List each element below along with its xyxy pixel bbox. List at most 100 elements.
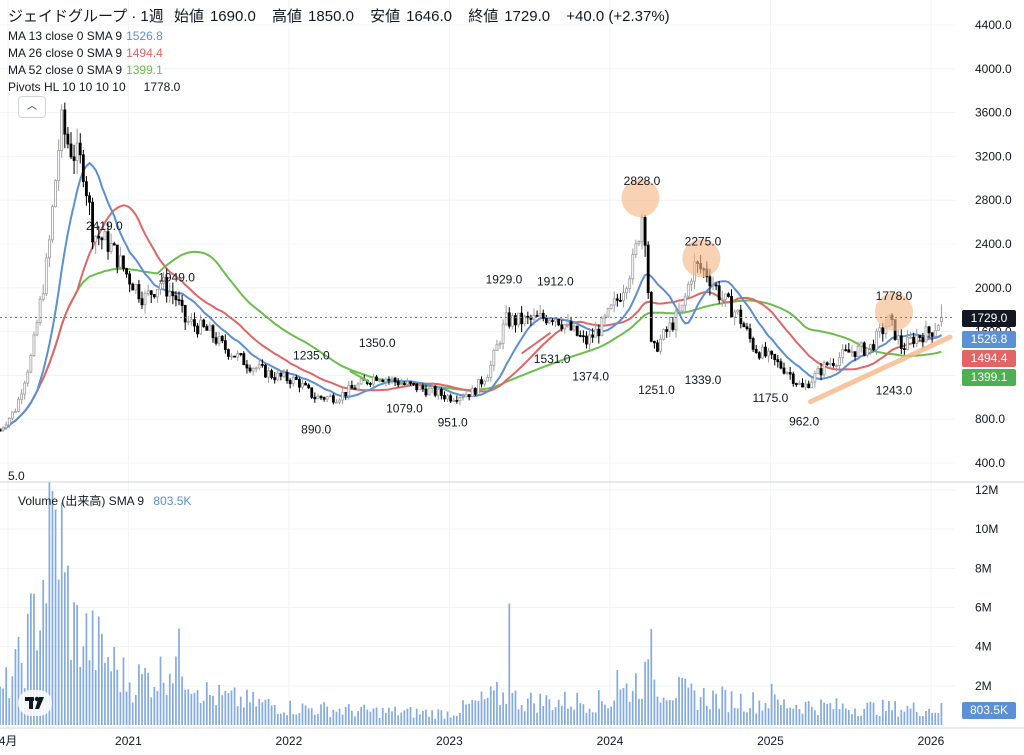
volume-bar — [891, 710, 893, 725]
close-price-tag: 1729.0 — [962, 310, 1016, 327]
candle-body — [51, 206, 54, 241]
volume-bar — [113, 646, 116, 725]
price-tick-label: 3600.0 — [975, 106, 1012, 120]
symbol-title[interactable]: ジェイドグループ · 1週 — [8, 8, 164, 25]
candle-body — [733, 311, 737, 318]
volume-bar — [909, 708, 912, 725]
candle-body — [906, 336, 909, 350]
volume-bar — [175, 656, 177, 725]
volume-bar — [91, 610, 94, 725]
candle-body — [270, 370, 274, 378]
collapse-legend-button[interactable]: ︿ — [18, 96, 46, 118]
volume-bar — [727, 712, 730, 725]
volume-bar — [724, 689, 727, 725]
time-tick-label: 2024 — [597, 734, 624, 748]
volume-bar — [718, 708, 721, 725]
volume-bar — [465, 704, 467, 725]
volume-bar — [357, 711, 359, 725]
candle-body — [464, 394, 468, 398]
candle-body — [282, 372, 286, 377]
volume-bar — [280, 713, 282, 725]
volume-bar — [597, 690, 600, 725]
volume-bar — [425, 709, 427, 725]
volume-bar — [205, 682, 208, 725]
volume-bar — [903, 711, 906, 725]
volume-bar — [181, 676, 183, 725]
candle-body — [78, 142, 82, 156]
candle-body — [199, 319, 203, 335]
volume-bar — [459, 712, 461, 725]
candle-body — [356, 383, 360, 390]
chart-legend: ジェイドグループ · 1週 始値 1690.0 高値 1850.0 安値 1646.0… — [8, 6, 676, 96]
candle-body — [455, 399, 459, 402]
candle-body — [242, 353, 246, 366]
highlight-circle — [621, 179, 660, 218]
candle-body — [637, 241, 641, 245]
candle-body — [554, 319, 557, 322]
candle-body — [433, 386, 437, 396]
volume-bar — [937, 713, 940, 725]
volume-bar — [48, 482, 51, 725]
indicator-ma13[interactable]: MA 13 close 0 SMA 9 1526.8 — [8, 29, 163, 43]
candle-body — [335, 401, 338, 404]
candle-body — [390, 377, 394, 381]
candle-body — [174, 295, 178, 301]
volume-bar — [931, 712, 934, 725]
pivot-label: 2828.0 — [624, 174, 661, 188]
volume-bar — [539, 693, 542, 725]
volume-bar — [128, 682, 131, 725]
overlays: 5.0 2419.0 1949.0 1235.0 890.0 1350.0 1079.0 95… — [0, 174, 955, 483]
volume-bar — [900, 709, 903, 725]
volume-bar — [860, 715, 863, 725]
candle-body — [183, 305, 187, 323]
volume-bar — [131, 702, 134, 725]
volume-bar — [375, 707, 378, 725]
volume-bar — [45, 603, 48, 725]
volume-bar — [746, 712, 748, 725]
volume-bar — [39, 630, 41, 725]
candle-body — [44, 257, 48, 295]
candle-body — [32, 334, 36, 356]
volume-bar — [628, 701, 631, 725]
pivot-label: 5.0 — [8, 469, 25, 483]
volume-bar — [610, 706, 613, 725]
volume-bar — [431, 710, 433, 725]
volume-bar — [563, 691, 566, 725]
tradingview-logo[interactable] — [18, 690, 52, 716]
volume-bar — [687, 687, 690, 725]
volume-bar — [915, 711, 918, 725]
candle-body — [125, 268, 128, 275]
volume-bar — [634, 673, 637, 725]
indicator-ma52[interactable]: MA 52 close 0 SMA 9 1399.1 — [8, 63, 163, 77]
volume-bar — [394, 706, 396, 725]
candle-body — [640, 217, 644, 243]
volume-bar — [347, 704, 350, 725]
volume-tick-label: 6M — [975, 601, 992, 615]
candle-body — [276, 372, 280, 381]
volume-bar — [30, 593, 32, 725]
candle-body — [751, 338, 755, 350]
volume-bar — [690, 683, 693, 725]
volume-bar — [452, 715, 455, 725]
indicator-pivots[interactable]: Pivots HL 10 10 10 10 1778.0 — [8, 80, 181, 94]
moving-averages — [0, 161, 943, 432]
candle-body — [597, 328, 601, 337]
volume-bar — [193, 692, 196, 725]
volume-bar — [922, 716, 924, 725]
volume-bar — [585, 713, 588, 725]
volume-legend[interactable]: Volume (出来高) SMA 9 803.5K — [18, 494, 192, 508]
volume-bar — [613, 700, 616, 725]
price-tick-label: 4400.0 — [975, 18, 1012, 32]
candle-body — [328, 395, 332, 398]
volume-bar — [480, 691, 483, 725]
candle-body — [788, 372, 792, 375]
indicator-ma26[interactable]: MA 26 close 0 SMA 9 1494.4 — [8, 46, 163, 60]
volume-bar — [928, 708, 930, 725]
candle-body — [723, 293, 727, 300]
volume-bar — [249, 702, 251, 725]
volume-bar — [215, 705, 217, 725]
candle-body — [612, 298, 616, 306]
candle-body — [856, 345, 860, 357]
volume-bar — [854, 708, 856, 725]
